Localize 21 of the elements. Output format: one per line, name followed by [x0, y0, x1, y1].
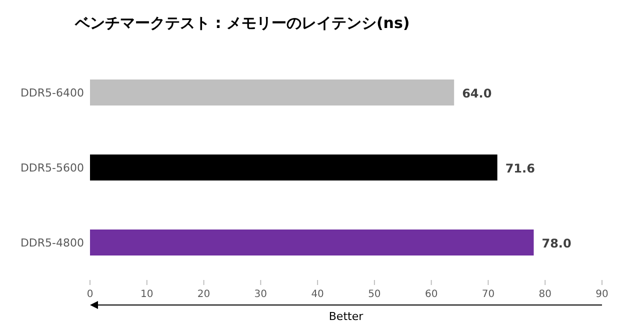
data-label: 64.0: [462, 86, 492, 100]
text: Better: [328, 310, 364, 323]
bar: [90, 230, 534, 256]
bar: [90, 80, 454, 106]
x-tick-label: 30: [254, 289, 268, 300]
y-tick-label: DDR5-5600: [20, 162, 84, 174]
bar: [90, 154, 498, 180]
x-tick-label: 20: [197, 289, 210, 300]
x-tick-label: 0: [86, 289, 94, 300]
chart-title: ベンチマークテスト : メモリーのレイテンシ(ns): [74, 14, 410, 32]
data-label: 78.0: [542, 236, 572, 250]
y-tick-label: DDR5-6400: [20, 86, 84, 100]
x-tick-label: 40: [311, 289, 324, 300]
y-tick-label: DDR5-4800: [20, 236, 84, 250]
x-tick-label: 90: [596, 289, 608, 300]
x-tick-label: 70: [482, 289, 495, 300]
x-tick-label: 80: [538, 289, 552, 300]
x-tick-label: 50: [368, 289, 381, 300]
x-tick-label: 10: [140, 289, 154, 300]
x-tick-label: 60: [424, 289, 438, 300]
data-label: 71.6: [505, 162, 535, 176]
